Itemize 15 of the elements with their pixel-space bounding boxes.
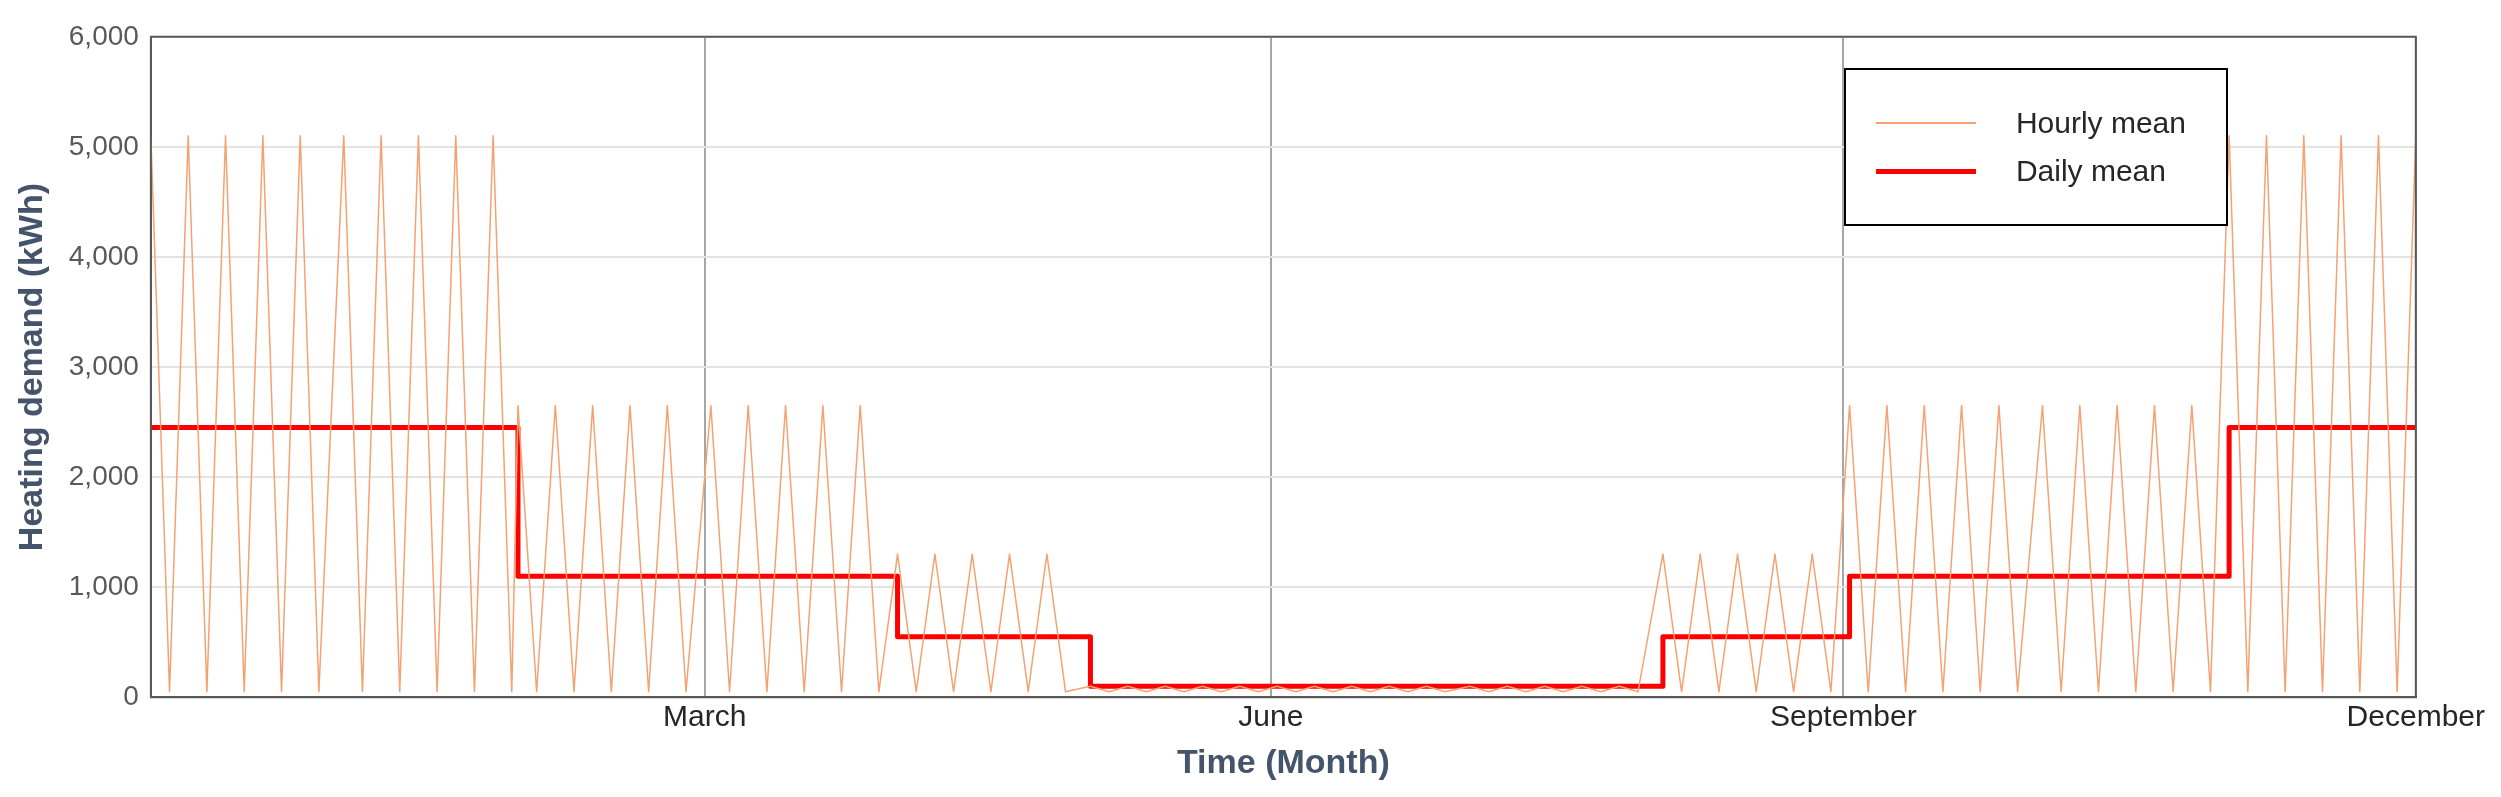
y-tick-label: 6,000 (68, 19, 139, 51)
y-tick-label: 3,000 (68, 349, 139, 381)
y-tick-label: 1,000 (68, 569, 139, 601)
y-axis-title: Heating demand (kWh) (10, 182, 49, 552)
x-tick-label: September (1769, 699, 1917, 733)
legend-label: Hourly mean (2015, 106, 2186, 140)
x-tick-label: June (1238, 699, 1304, 733)
x-tick-label: December (2346, 699, 2486, 733)
x-tick-label: March (662, 699, 747, 733)
y-tick-label: 4,000 (68, 239, 139, 271)
legend-label: Daily mean (2015, 154, 2166, 188)
y-tick-label: 2,000 (68, 459, 139, 491)
x-axis-title: Time (Month) (1176, 741, 1390, 780)
y-tick-label: 0 (123, 679, 139, 711)
y-tick-label: 5,000 (68, 129, 139, 161)
